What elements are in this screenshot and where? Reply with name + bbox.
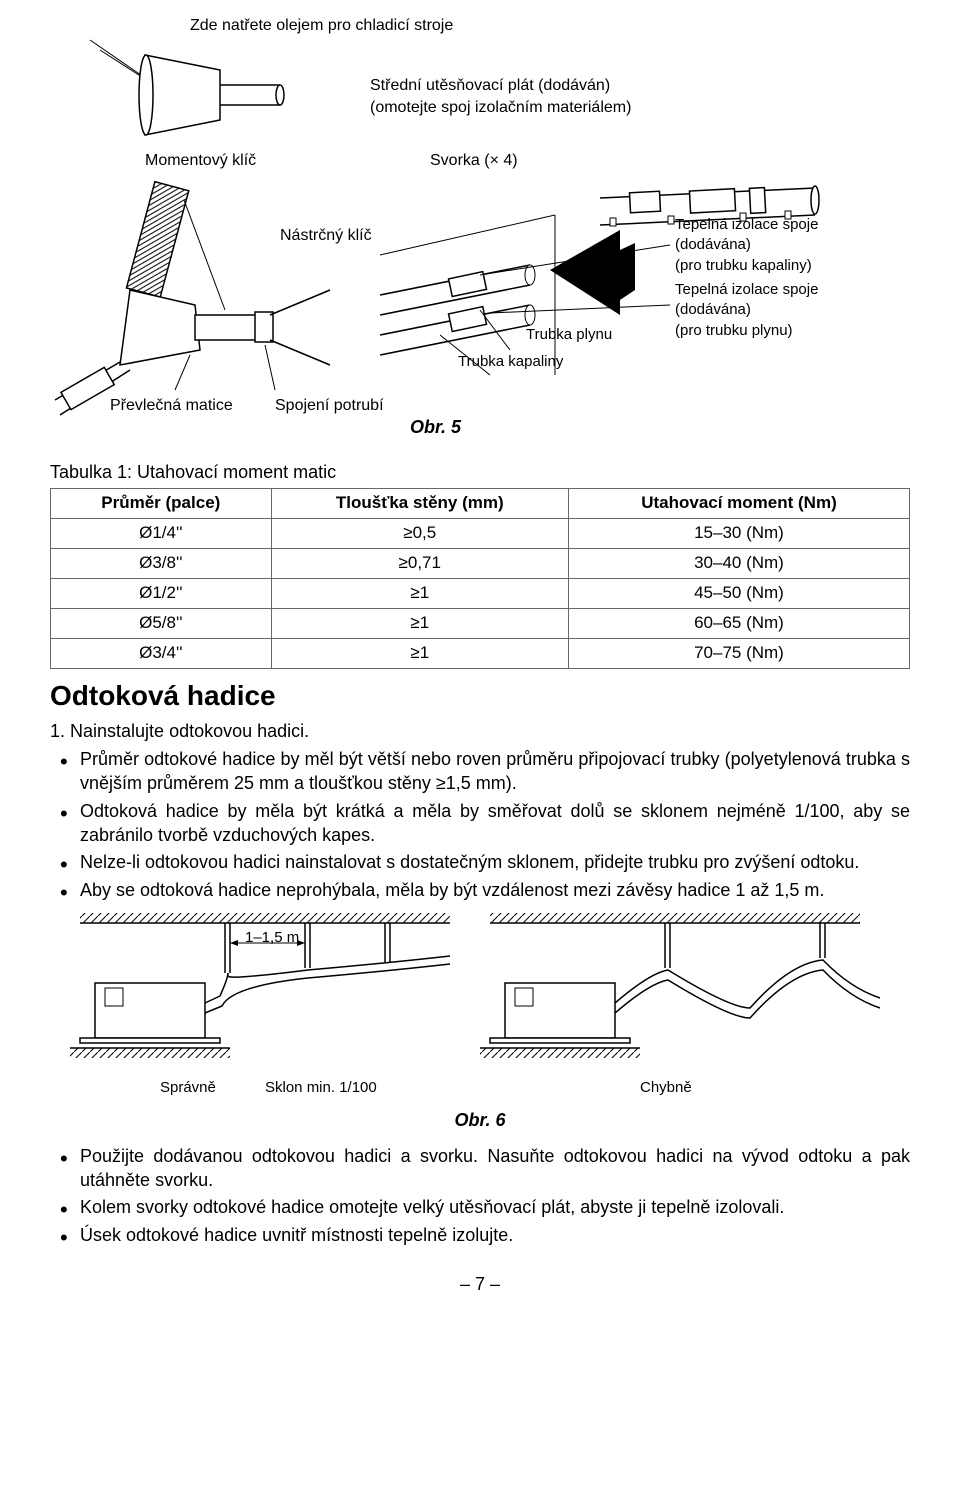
label-clamp: Svorka (× 4) xyxy=(430,150,518,172)
label-torque-wrench: Momentový klíč xyxy=(145,150,256,172)
label-packing: Střední utěsňovací plát (dodáván) (omote… xyxy=(370,75,631,118)
fig5-caption: Obr. 5 xyxy=(410,415,461,439)
label-insul-gas: Tepelná izolace spoje (dodávána) (pro tr… xyxy=(675,280,818,341)
label-insul-liquid: Tepelná izolace spoje (dodávána) (pro tr… xyxy=(675,215,818,276)
step1: 1. Nainstalujte odtokovou hadici. xyxy=(50,719,910,743)
bullets-after-fig6: Použijte dodávanou odtokovou hadici a sv… xyxy=(50,1144,910,1247)
list-item: Kolem svorky odtokové hadice omotejte ve… xyxy=(80,1195,910,1219)
th-thickness: Tloušťka stěny (mm) xyxy=(271,489,568,519)
table-row: Ø3/4''≥170–75 (Nm) xyxy=(51,638,910,668)
bullets-before-fig6: Průměr odtokové hadice by měl být větší … xyxy=(50,747,910,902)
list-item: Odtoková hadice by měla být krátká a měl… xyxy=(80,799,910,848)
torque-table: Průměr (palce) Tloušťka stěny (mm) Utaho… xyxy=(50,488,910,669)
label-flare-nut: Převlečná matice xyxy=(110,395,233,417)
table-row: Ø1/4''≥0,515–30 (Nm) xyxy=(51,519,910,549)
fig6-diagram xyxy=(50,908,920,1098)
fig6-caption: Obr. 6 xyxy=(50,1108,910,1132)
list-item: Aby se odtoková hadice neprohýbala, měla… xyxy=(80,878,910,902)
funnel-diagram xyxy=(50,20,310,140)
th-diameter: Průměr (palce) xyxy=(51,489,272,519)
list-item: Použijte dodávanou odtokovou hadici a sv… xyxy=(80,1144,910,1193)
table-row: Ø3/8''≥0,7130–40 (Nm) xyxy=(51,549,910,579)
table-row: Ø5/8''≥160–65 (Nm) xyxy=(51,609,910,639)
list-item: Nelze-li odtokovou hadici nainstalovat s… xyxy=(80,850,910,874)
label-gas-pipe: Trubka plynu xyxy=(526,325,612,345)
section-heading: Odtoková hadice xyxy=(50,677,910,715)
label-pipe-joint: Spojení potrubí xyxy=(275,395,384,417)
figure-5: Zde natřete olejem pro chladicí stroje S… xyxy=(50,20,910,450)
list-item: Úsek odtokové hadice uvnitř místnosti te… xyxy=(80,1223,910,1247)
label-wrong: Chybně xyxy=(640,1078,692,1098)
table1-caption: Tabulka 1: Utahovací moment matic xyxy=(50,460,910,484)
figure-6: 1–1,5 m Správně Sklon min. 1/100 Chybně … xyxy=(50,908,910,1138)
label-distance: 1–1,5 m xyxy=(245,928,299,948)
table-row: Ø1/2''≥145–50 (Nm) xyxy=(51,579,910,609)
label-slope: Sklon min. 1/100 xyxy=(265,1078,377,1098)
th-torque: Utahovací moment (Nm) xyxy=(568,489,909,519)
label-liquid-pipe: Trubka kapaliny xyxy=(458,352,563,372)
page-number: – 7 – xyxy=(50,1272,910,1296)
list-item: Průměr odtokové hadice by měl být větší … xyxy=(80,747,910,796)
label-correct: Správně xyxy=(160,1078,216,1098)
label-socket-wrench: Nástrčný klíč xyxy=(280,225,372,247)
label-oil: Zde natřete olejem pro chladicí stroje xyxy=(190,15,453,37)
